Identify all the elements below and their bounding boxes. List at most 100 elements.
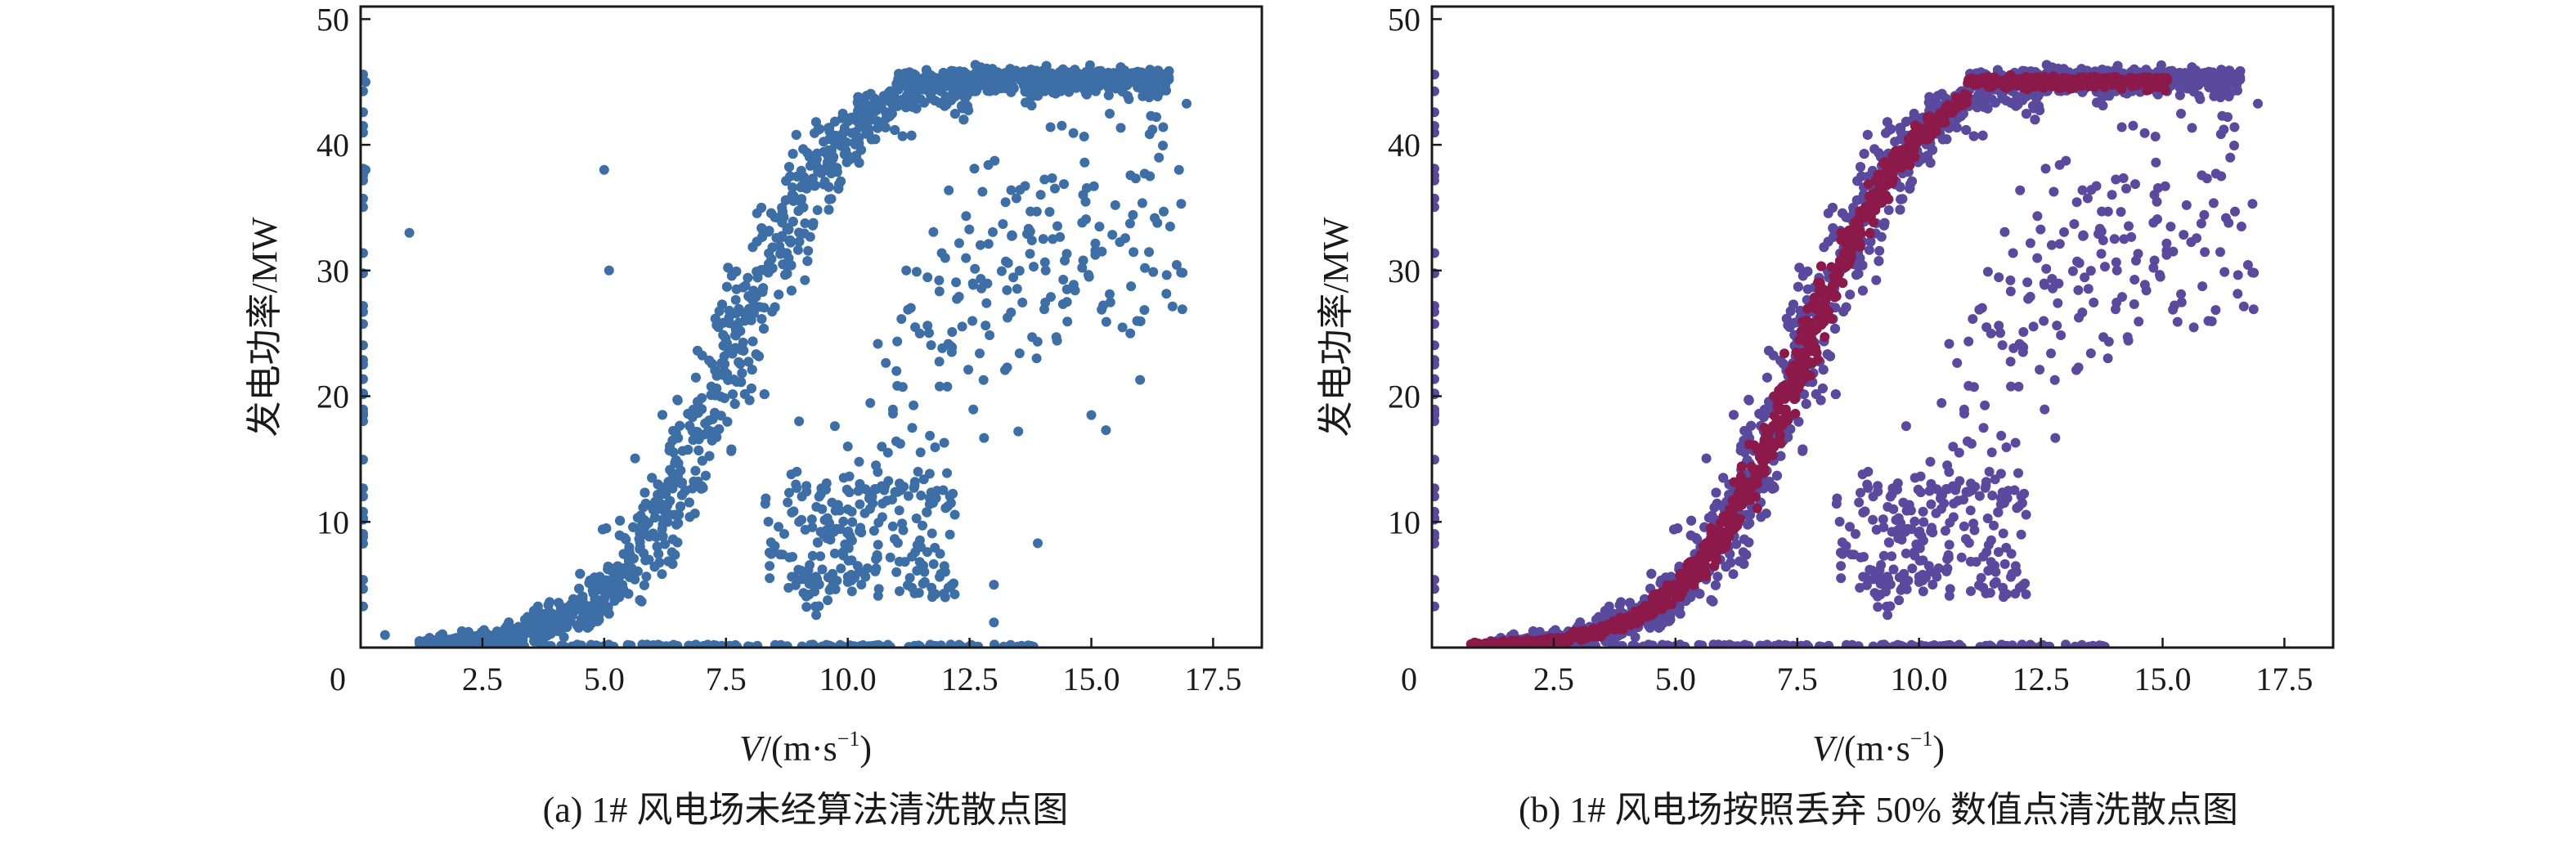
scatter-point bbox=[1014, 266, 1025, 276]
scatter-point bbox=[572, 639, 582, 648]
scatter-point bbox=[1041, 61, 1052, 71]
scatter-point bbox=[684, 420, 695, 431]
scatter-point bbox=[756, 314, 767, 325]
scatter-point bbox=[918, 520, 927, 531]
scatter-point bbox=[1092, 73, 1102, 83]
scatter-point bbox=[711, 383, 722, 394]
scatter-point bbox=[361, 107, 368, 118]
scatter-point bbox=[700, 418, 711, 428]
scatter-point bbox=[545, 641, 556, 648]
scatter-point bbox=[1038, 234, 1048, 244]
scatter-point bbox=[841, 484, 852, 495]
scatter-point bbox=[433, 640, 443, 648]
scatter-point bbox=[801, 602, 812, 612]
scatter-point bbox=[911, 267, 922, 277]
scatter-point bbox=[962, 79, 972, 90]
scatter-point bbox=[909, 400, 919, 410]
scatter-point bbox=[1039, 257, 1050, 267]
scatter-point bbox=[614, 530, 625, 540]
scatter-point bbox=[611, 573, 622, 584]
scatter-point bbox=[1031, 65, 1042, 76]
scatter-point bbox=[1864, 244, 1874, 255]
scatter-point bbox=[763, 267, 774, 278]
scatter-point bbox=[1088, 181, 1099, 191]
scatter-point bbox=[856, 580, 867, 590]
y-tick-label: 30 bbox=[316, 253, 349, 289]
scatter-point bbox=[590, 572, 599, 583]
outlier-point bbox=[1013, 426, 1024, 437]
scatter-point bbox=[999, 641, 1009, 648]
scatter-point bbox=[738, 345, 749, 356]
scatter-point bbox=[983, 239, 994, 249]
scatter-point bbox=[697, 455, 707, 466]
scatter-point bbox=[732, 641, 743, 648]
scatter-point bbox=[896, 314, 907, 325]
scatter-point bbox=[1057, 120, 1067, 131]
scatter-point bbox=[559, 641, 569, 648]
outlier-point bbox=[794, 517, 805, 527]
scatter-point bbox=[954, 238, 964, 249]
scatter-point bbox=[764, 226, 774, 236]
x-tick-label: 15.0 bbox=[1063, 661, 1120, 697]
scatter-point bbox=[1874, 245, 1885, 256]
scatter-point bbox=[775, 639, 786, 648]
scatter-point bbox=[821, 639, 832, 648]
scatter-point bbox=[881, 357, 891, 368]
scatter-point bbox=[628, 522, 639, 532]
scatter-point bbox=[810, 586, 819, 597]
scatter-point bbox=[937, 343, 948, 353]
scatter-point bbox=[896, 70, 907, 81]
outlier-point bbox=[1061, 284, 1072, 294]
scatter-point bbox=[814, 491, 824, 502]
scatter-point bbox=[361, 455, 368, 465]
scatter-point bbox=[1039, 174, 1050, 185]
scatter-point bbox=[1139, 168, 1150, 179]
scatter-point bbox=[1078, 255, 1088, 266]
scatter-point bbox=[836, 563, 846, 574]
scatter-point bbox=[903, 491, 913, 501]
scatter-point bbox=[949, 109, 960, 119]
scatter-point bbox=[697, 481, 707, 491]
scatter-point bbox=[684, 497, 694, 508]
scatter-point bbox=[361, 307, 368, 317]
scatter-point bbox=[870, 134, 881, 145]
scatter-point bbox=[914, 328, 925, 339]
scatter-point bbox=[946, 347, 957, 357]
scatter-point bbox=[770, 302, 780, 312]
outlier-point bbox=[1061, 297, 1072, 307]
scatter-point bbox=[599, 579, 609, 590]
scatter-point bbox=[1014, 348, 1025, 359]
scatter-point bbox=[935, 381, 945, 392]
scatter-point bbox=[886, 109, 897, 119]
scatter-point bbox=[834, 505, 845, 516]
scatter-point bbox=[746, 383, 756, 393]
scatter-point bbox=[957, 321, 967, 332]
scatter-point bbox=[990, 639, 999, 648]
scatter-point bbox=[1051, 332, 1061, 343]
scatter-point bbox=[754, 351, 764, 361]
scatter-point bbox=[579, 615, 589, 626]
scatter-point bbox=[672, 394, 683, 405]
scatter-point bbox=[361, 121, 368, 131]
scatter-point bbox=[361, 575, 368, 585]
scatter-point bbox=[361, 202, 368, 213]
scatter-point bbox=[824, 204, 834, 215]
scatter-point bbox=[1105, 289, 1115, 299]
scatter-point bbox=[1077, 79, 1088, 90]
scatter-point bbox=[934, 275, 945, 285]
scatter-point bbox=[1630, 632, 1640, 643]
scatter-point bbox=[730, 294, 741, 305]
scatter-point bbox=[640, 529, 651, 540]
scatter-point bbox=[766, 549, 777, 559]
scatter-point bbox=[877, 442, 887, 452]
scatter-point bbox=[1006, 185, 1016, 195]
scatter-point bbox=[922, 272, 933, 283]
scatter-point bbox=[793, 206, 804, 216]
scatter-point bbox=[483, 630, 494, 640]
scatter-point bbox=[885, 552, 895, 563]
scatter-point bbox=[949, 589, 960, 599]
scatter-point bbox=[1871, 275, 1882, 285]
scatter-point bbox=[765, 573, 775, 584]
scatter-point bbox=[788, 552, 797, 562]
scatter-point bbox=[1128, 209, 1138, 220]
